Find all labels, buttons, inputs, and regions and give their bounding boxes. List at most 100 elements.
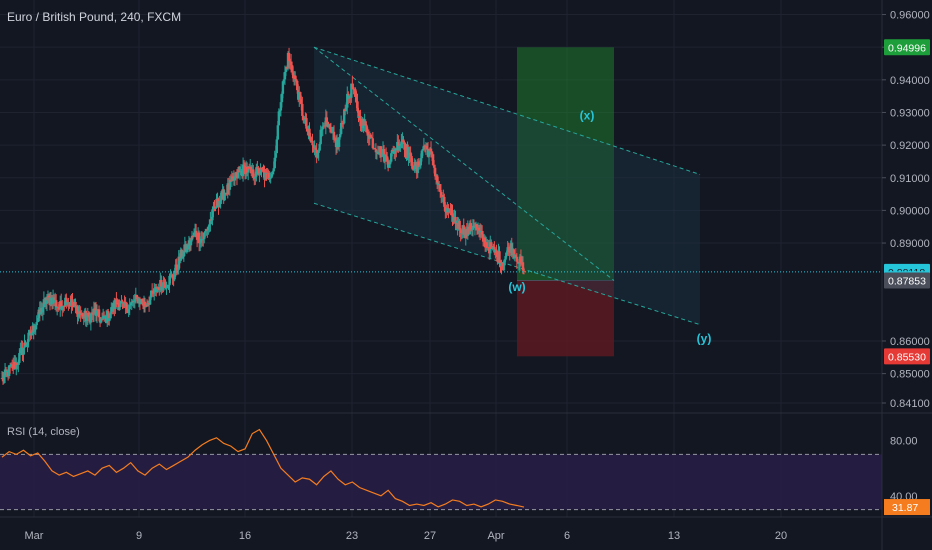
candle-body — [169, 275, 172, 277]
time-axis[interactable]: Mar 9 16 23 27 Apr 6 13 20 — [25, 530, 788, 542]
candle-body — [71, 299, 74, 305]
candle-body — [19, 349, 22, 354]
candle-body — [166, 286, 169, 288]
candle-body — [317, 150, 320, 153]
candle-body — [383, 154, 387, 162]
candle-body — [351, 83, 354, 88]
candle-body — [46, 295, 50, 301]
candle-body — [72, 304, 75, 306]
time-tick-label: 23 — [346, 530, 358, 542]
target-zone[interactable] — [517, 47, 614, 281]
candle-body — [128, 305, 131, 310]
candle-body — [400, 141, 403, 144]
candle-body — [214, 207, 217, 209]
rsi-line[interactable] — [1, 428, 525, 508]
wave-label: (w) — [508, 280, 525, 294]
candle-body — [241, 164, 245, 177]
candle-body — [115, 299, 118, 303]
candle-body — [92, 308, 96, 315]
candle-body — [319, 129, 322, 144]
wave-label: (y) — [697, 331, 712, 345]
price-tick-label: 0.91000 — [890, 173, 930, 185]
candle-body — [15, 362, 18, 369]
candle-body — [100, 319, 104, 321]
candle-body — [412, 169, 415, 171]
time-tick-label: 13 — [668, 530, 680, 542]
candle-body — [273, 157, 276, 169]
candle-body — [284, 67, 288, 72]
candle-body — [439, 184, 442, 192]
candle-body — [462, 225, 465, 235]
candle-body — [354, 89, 357, 97]
channel-fill[interactable] — [314, 47, 700, 325]
candle-body — [176, 269, 179, 271]
candle-body — [149, 290, 153, 298]
candle-body — [197, 232, 201, 244]
channel-upper-line[interactable] — [313, 46, 701, 175]
position-zones[interactable] — [517, 47, 614, 357]
candle-body — [440, 191, 443, 197]
candle-body — [305, 118, 308, 129]
candle-body — [410, 156, 413, 166]
candle-body — [411, 165, 414, 170]
candle-body — [171, 274, 174, 279]
candle-body — [369, 134, 372, 138]
candle-body — [303, 117, 306, 121]
rsi-panel[interactable] — [0, 428, 882, 511]
candle-body — [385, 156, 389, 162]
candle-body — [9, 364, 13, 367]
price-tick-label: 0.89000 — [890, 238, 930, 250]
candle-body — [503, 259, 506, 266]
time-tick-label: 16 — [239, 530, 251, 542]
candlestick-series[interactable] — [0, 47, 526, 385]
rsi-value-flag — [884, 499, 930, 516]
grid-lines — [0, 0, 882, 517]
price-flag — [884, 272, 930, 289]
channel-mid-line[interactable] — [313, 46, 615, 281]
price-tick-label: 0.86000 — [890, 336, 930, 348]
candle-body — [384, 154, 388, 157]
candle-body — [54, 300, 58, 308]
candle-body — [398, 145, 401, 151]
candle-body — [318, 143, 321, 151]
candle-body — [41, 307, 45, 313]
candle-body — [77, 311, 80, 317]
candle-body — [255, 167, 258, 177]
candle-body — [519, 256, 523, 264]
candle-body — [431, 154, 435, 166]
candle-body — [357, 111, 360, 118]
candle-body — [373, 148, 377, 150]
candle-body — [454, 216, 457, 224]
candle-body — [316, 152, 319, 158]
rsi-value-label: 31.87 — [892, 502, 918, 514]
candle-body — [407, 155, 410, 159]
candle-body — [133, 299, 136, 303]
channel-drawing[interactable]: (w) (x) (y) — [313, 46, 712, 345]
candle-body — [27, 332, 30, 342]
candle-body — [422, 145, 426, 149]
candle-body — [418, 165, 422, 167]
candle-body — [216, 198, 219, 206]
time-tick-label: 9 — [136, 530, 142, 542]
price-flag-label: 0.87853 — [888, 275, 926, 287]
candle-body — [182, 250, 186, 257]
candle-body — [99, 319, 103, 323]
candle-body — [350, 83, 353, 98]
channel-lower-line[interactable] — [313, 202, 701, 326]
candle-body — [377, 152, 381, 154]
candle-body — [285, 67, 289, 69]
stop-zone[interactable] — [517, 280, 614, 357]
rsi-band[interactable] — [0, 454, 882, 510]
candle-body — [278, 110, 282, 112]
candle-body — [93, 308, 97, 310]
candle-body — [409, 152, 412, 157]
candle-body — [42, 299, 46, 308]
candle-body — [7, 365, 11, 377]
candle-body — [203, 232, 206, 240]
candle-body — [296, 80, 299, 91]
candle-body — [517, 262, 521, 264]
candle-body — [330, 132, 334, 134]
candle-body — [491, 246, 494, 249]
